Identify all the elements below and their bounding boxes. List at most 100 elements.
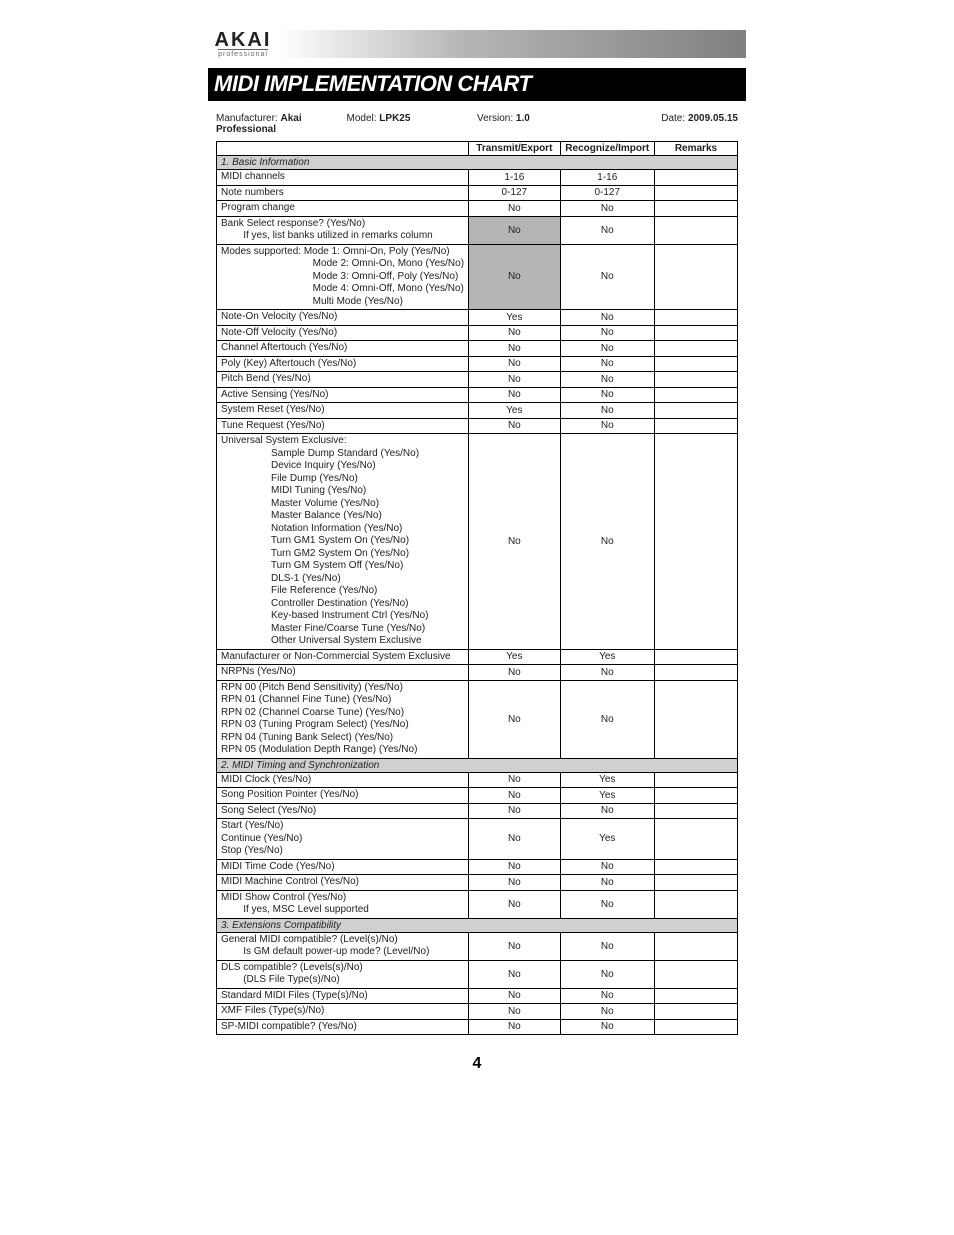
logo: AKAI professional: [208, 30, 278, 58]
transmit: No: [469, 201, 561, 217]
param: Standard MIDI Files (Type(s)/No): [217, 988, 469, 1004]
recognize: 1-16: [560, 170, 654, 186]
param: Bank Select response? (Yes/No) If yes, l…: [217, 216, 469, 244]
param: Song Position Pointer (Yes/No): [217, 788, 469, 804]
param: System Reset (Yes/No): [217, 403, 469, 419]
table-row: Modes supported: Mode 1: Omni-On, Poly (…: [217, 244, 738, 310]
table-row: Channel Aftertouch (Yes/No) No No: [217, 341, 738, 357]
remarks: [654, 403, 737, 419]
transmit: 1-16: [469, 170, 561, 186]
recognize: No: [560, 403, 654, 419]
table-row: Note numbers 0-127 0-127: [217, 185, 738, 201]
page-title: MIDI IMPLEMENTATION CHART: [208, 68, 746, 101]
table-row: Poly (Key) Aftertouch (Yes/No) No No: [217, 356, 738, 372]
param: XMF Files (Type(s)/No): [217, 1004, 469, 1020]
transmit: No: [469, 244, 561, 310]
transmit: No: [469, 418, 561, 434]
version-label: Version:: [477, 113, 513, 124]
remarks: [654, 325, 737, 341]
recognize: No: [560, 988, 654, 1004]
table-row: Bank Select response? (Yes/No) If yes, l…: [217, 216, 738, 244]
transmit: No: [469, 772, 561, 788]
remarks: [654, 201, 737, 217]
param: Poly (Key) Aftertouch (Yes/No): [217, 356, 469, 372]
remarks: [654, 665, 737, 681]
transmit: No: [469, 341, 561, 357]
remarks: [654, 1019, 737, 1035]
table-row: Standard MIDI Files (Type(s)/No) No No: [217, 988, 738, 1004]
table-row: Note-On Velocity (Yes/No) Yes No: [217, 310, 738, 326]
table-row: Start (Yes/No) Continue (Yes/No) Stop (Y…: [217, 819, 738, 860]
param: Start (Yes/No) Continue (Yes/No) Stop (Y…: [217, 819, 469, 860]
param: MIDI channels: [217, 170, 469, 186]
midi-chart-table: Transmit/Export Recognize/Import Remarks…: [216, 141, 738, 1035]
remarks: [654, 875, 737, 891]
remarks: [654, 372, 737, 388]
table-row: NRPNs (Yes/No) No No: [217, 665, 738, 681]
remarks: [654, 418, 737, 434]
table-row: Note-Off Velocity (Yes/No) No No: [217, 325, 738, 341]
transmit: No: [469, 356, 561, 372]
remarks: [654, 185, 737, 201]
header-gradient: [278, 30, 746, 58]
param: General MIDI compatible? (Level(s)/No) I…: [217, 932, 469, 960]
transmit: No: [469, 875, 561, 891]
recognize: No: [560, 325, 654, 341]
recognize: No: [560, 859, 654, 875]
transmit: No: [469, 387, 561, 403]
table-row: MIDI channels 1-16 1-16: [217, 170, 738, 186]
recognize: Yes: [560, 772, 654, 788]
remarks: [654, 803, 737, 819]
meta-row: Manufacturer: Akai Professional Model: L…: [216, 113, 738, 135]
model-label: Model:: [347, 113, 377, 124]
section-extensions: 3. Extensions Compatibility: [217, 918, 738, 932]
recognize: No: [560, 890, 654, 918]
transmit: No: [469, 859, 561, 875]
transmit: Yes: [469, 310, 561, 326]
transmit: No: [469, 960, 561, 988]
header-remarks: Remarks: [654, 142, 737, 156]
remarks: [654, 1004, 737, 1020]
remarks: [654, 216, 737, 244]
table-row: RPN 00 (Pitch Bend Sensitivity) (Yes/No)…: [217, 680, 738, 758]
remarks: [654, 819, 737, 860]
recognize: No: [560, 932, 654, 960]
remarks: [654, 890, 737, 918]
param: Note-Off Velocity (Yes/No): [217, 325, 469, 341]
table-row: DLS compatible? (Levels(s)/No) (DLS File…: [217, 960, 738, 988]
remarks: [654, 788, 737, 804]
remarks: [654, 310, 737, 326]
version-value: 1.0: [516, 113, 530, 124]
logo-band: AKAI professional: [208, 30, 746, 58]
section-extensions-label: 3. Extensions Compatibility: [217, 918, 738, 932]
transmit: No: [469, 890, 561, 918]
param: MIDI Clock (Yes/No): [217, 772, 469, 788]
transmit: No: [469, 988, 561, 1004]
param: Pitch Bend (Yes/No): [217, 372, 469, 388]
remarks: [654, 356, 737, 372]
logo-sub: professional: [218, 49, 268, 58]
table-row: Program change No No: [217, 201, 738, 217]
section-timing-label: 2. MIDI Timing and Synchronization: [217, 758, 738, 772]
remarks: [654, 387, 737, 403]
table-row: System Reset (Yes/No) Yes No: [217, 403, 738, 419]
table-row: XMF Files (Type(s)/No) No No: [217, 1004, 738, 1020]
recognize: No: [560, 803, 654, 819]
recognize: Yes: [560, 649, 654, 665]
recognize: No: [560, 434, 654, 650]
remarks: [654, 772, 737, 788]
recognize: No: [560, 310, 654, 326]
section-basic-label: 1. Basic Information: [217, 156, 738, 170]
header-recognize: Recognize/Import: [560, 142, 654, 156]
model-value: LPK25: [379, 113, 410, 124]
remarks: [654, 960, 737, 988]
transmit: No: [469, 665, 561, 681]
page-number: 4: [0, 1055, 954, 1073]
table-row: MIDI Show Control (Yes/No) If yes, MSC L…: [217, 890, 738, 918]
param: Program change: [217, 201, 469, 217]
transmit: 0-127: [469, 185, 561, 201]
recognize: No: [560, 1004, 654, 1020]
remarks: [654, 649, 737, 665]
header-transmit: Transmit/Export: [469, 142, 561, 156]
remarks: [654, 244, 737, 310]
